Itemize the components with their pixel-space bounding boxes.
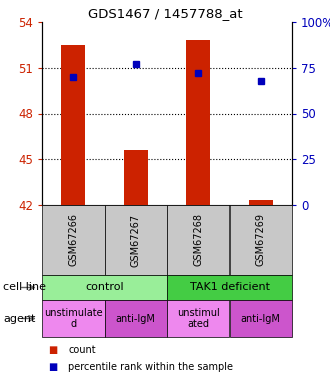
Text: anti-IgM: anti-IgM [116,314,156,324]
Bar [61,45,85,205]
Text: percentile rank within the sample: percentile rank within the sample [68,362,233,372]
Bar [186,40,210,205]
Text: anti-IgM: anti-IgM [241,314,281,324]
Text: GSM67268: GSM67268 [193,213,203,267]
Text: control: control [85,282,124,292]
Text: GSM67267: GSM67267 [131,213,141,267]
Text: GDS1467 / 1457788_at: GDS1467 / 1457788_at [88,7,242,20]
Text: unstimul
ated: unstimul ated [177,308,220,329]
Text: GSM67269: GSM67269 [256,213,266,267]
Text: unstimulate
d: unstimulate d [44,308,103,329]
Text: ■: ■ [49,345,58,355]
Bar [124,150,148,205]
Text: ■: ■ [49,362,58,372]
Text: count: count [68,345,96,355]
Text: agent: agent [3,314,36,324]
Text: TAK1 deficient: TAK1 deficient [189,282,270,292]
Bar [249,200,273,205]
Text: cell line: cell line [3,282,46,292]
Text: GSM67266: GSM67266 [68,213,78,267]
